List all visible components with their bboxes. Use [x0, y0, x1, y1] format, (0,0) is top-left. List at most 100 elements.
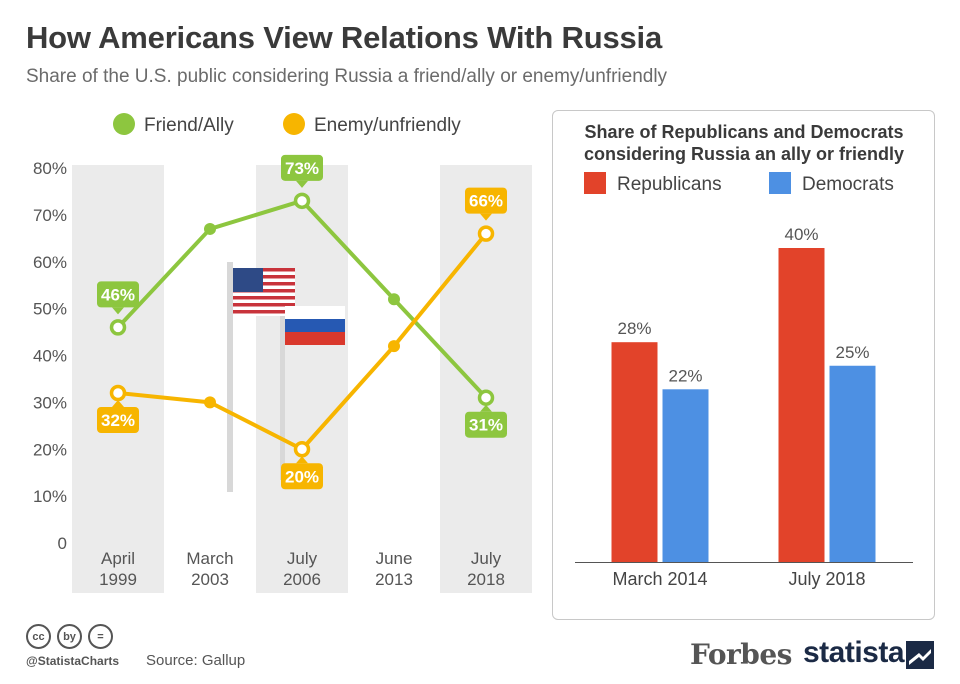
data-label: 73% [281, 154, 323, 188]
x-tick-label: June [376, 549, 413, 568]
legend-label: Democrats [802, 174, 894, 195]
data-label: 20% [281, 456, 323, 490]
x-tick-label: 2006 [283, 570, 321, 589]
russia-flag-stripe [285, 332, 345, 345]
x-tick-label: July [287, 549, 318, 568]
legend-swatch [769, 172, 791, 194]
bar [778, 248, 825, 562]
y-tick-label: 80% [33, 159, 67, 178]
forbes-logo: Forbes [690, 638, 792, 671]
bar-chart-title: considering Russia an ally or friendly [584, 144, 904, 164]
bar-chart-title: Share of Republicans and Democrats [584, 122, 903, 142]
data-label-text: 46% [101, 285, 135, 304]
shaded-column [256, 165, 348, 593]
shaded-column [72, 165, 164, 593]
x-tick-label: July [471, 549, 502, 568]
label-box [97, 281, 139, 308]
data-point [388, 293, 400, 306]
bar [611, 342, 658, 562]
label-pointer [480, 404, 492, 412]
data-label: 66% [465, 187, 507, 221]
russia-flag-icon [285, 306, 345, 319]
label-pointer [480, 213, 492, 221]
label-pointer [112, 400, 124, 407]
y-tick-label: 40% [33, 347, 67, 366]
data-point [204, 396, 216, 409]
label-pointer [112, 307, 124, 315]
x-tick-label: 2003 [191, 570, 229, 589]
bar-chart: Share of Republicans and Democratsconsid… [575, 122, 913, 589]
data-point [388, 340, 400, 353]
label-pointer [296, 180, 308, 188]
y-tick-label: 60% [33, 253, 67, 272]
label-pointer [296, 456, 308, 464]
x-tick-label: April [101, 549, 135, 568]
legend-label: Republicans [617, 174, 722, 195]
data-label-text: 66% [469, 192, 503, 211]
data-label-text: 32% [101, 411, 135, 430]
bar-value-label: 28% [617, 319, 651, 338]
data-point [477, 389, 495, 406]
x-category-label: March 2014 [612, 569, 707, 589]
us-flag-stripe [233, 303, 295, 307]
us-flag-stripe [233, 275, 295, 279]
russia-flag-stripe [285, 319, 345, 332]
data-label: 46% [97, 281, 139, 315]
data-point [109, 319, 127, 336]
data-label: 32% [97, 400, 139, 433]
chart-title: How Americans View Relations With Russia [26, 20, 663, 55]
legend-label: Enemy/unfriendly [314, 115, 461, 136]
flags-illustration [227, 262, 345, 492]
x-tick-label: 2013 [375, 570, 413, 589]
data-label: 31% [465, 404, 507, 438]
us-flag-canton [233, 268, 263, 292]
bar-chart-panel: Share of Republicans and Democrats consid… [552, 110, 935, 620]
bar-value-label: 25% [835, 343, 869, 362]
x-category-label: July 2018 [788, 569, 865, 589]
flagpole [227, 262, 233, 492]
y-tick-label: 20% [33, 440, 67, 459]
bar-value-label: 22% [668, 366, 702, 385]
us-flag-stripe [233, 268, 295, 272]
legend-label: Friend/Ally [144, 115, 234, 136]
us-flag-stripe [233, 296, 295, 300]
label-box [281, 154, 323, 181]
creative-commons-icon: cc [26, 624, 51, 649]
flagpole [280, 300, 285, 480]
legend-marker [283, 113, 305, 135]
x-tick-label: 1999 [99, 570, 137, 589]
bar [829, 365, 876, 562]
y-tick-label: 50% [33, 300, 67, 319]
data-label-text: 73% [285, 159, 319, 178]
chart-subtitle: Share of the U.S. public considering Rus… [26, 66, 668, 87]
us-flag-stripe [233, 289, 295, 293]
us-flag-stripe [233, 310, 295, 314]
legend-swatch [584, 172, 606, 194]
statista-handle: @StatistaCharts [26, 654, 120, 668]
attribution-icon: by [57, 624, 82, 649]
label-box [465, 411, 507, 438]
y-tick-label: 10% [33, 487, 67, 506]
line-chart: 0 10% 20% 30% 40% 50% 60% 70% 80% April 1999 March 2… [33, 113, 532, 593]
y-tick-label: 0 [58, 534, 67, 553]
data-point [204, 222, 216, 235]
bar-value-label: 40% [784, 225, 818, 244]
legend-marker [113, 113, 135, 135]
bar [662, 389, 709, 562]
data-point [293, 192, 311, 210]
data-point [109, 384, 127, 402]
statista-logo: statista [803, 636, 905, 669]
data-point [293, 441, 311, 458]
data-label-text: 20% [285, 467, 319, 486]
statista-logo-mark-icon [906, 641, 934, 669]
x-tick-label: 2018 [467, 570, 505, 589]
data-point [477, 225, 495, 242]
label-box [281, 463, 323, 490]
no-derivatives-icon: = [88, 624, 113, 649]
label-box [465, 187, 507, 214]
license-icons: cc by = [26, 624, 113, 649]
us-flag-stripe [233, 282, 295, 286]
x-tick-label: March [186, 549, 233, 568]
source-note: Source: Gallup [146, 652, 246, 669]
y-tick-label: 70% [33, 206, 67, 225]
